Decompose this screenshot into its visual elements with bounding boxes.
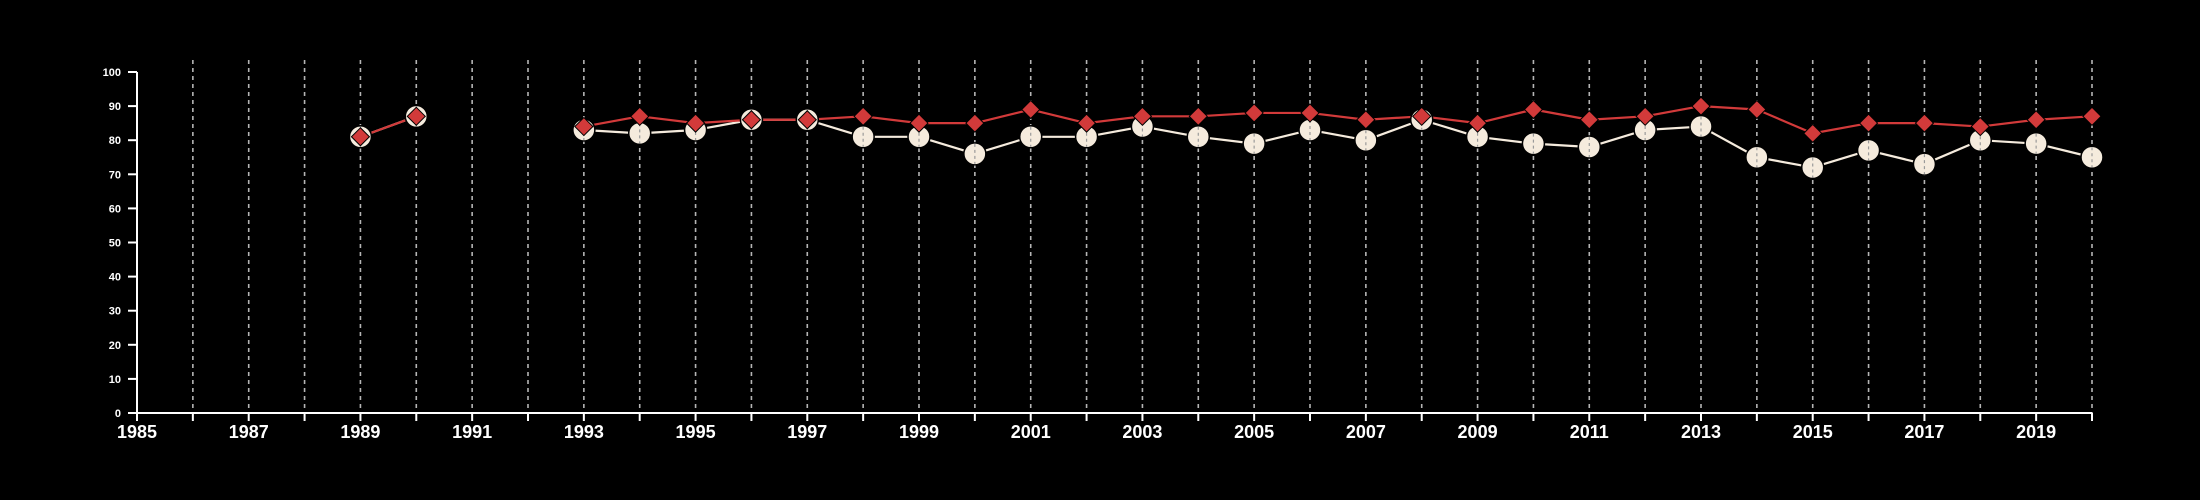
x-tick-label: 1999 bbox=[899, 422, 939, 442]
x-tick-label: 1991 bbox=[452, 422, 492, 442]
series-line bbox=[583, 118, 2093, 169]
data-point-diamond bbox=[630, 106, 650, 127]
data-point-circle bbox=[1521, 131, 1546, 156]
data-point-diamond bbox=[741, 110, 762, 130]
x-tick-label: 2011 bbox=[1570, 422, 1609, 442]
data-point-circle bbox=[1577, 135, 1602, 159]
y-tick-label: 90 bbox=[109, 101, 121, 113]
x-tick-label: 2017 bbox=[1904, 422, 1944, 442]
data-point-diamond bbox=[406, 106, 426, 127]
y-tick-label: 40 bbox=[109, 272, 121, 284]
data-point-diamond bbox=[1412, 106, 1432, 127]
x-tick-label: 1995 bbox=[676, 422, 716, 442]
data-point-circle bbox=[1856, 138, 1881, 163]
series-group bbox=[348, 96, 2104, 180]
data-point-diamond bbox=[685, 113, 706, 133]
data-point-diamond bbox=[2082, 106, 2102, 127]
y-tick-label: 60 bbox=[109, 203, 121, 215]
data-point-circle bbox=[963, 142, 987, 166]
x-tick-label: 2003 bbox=[1122, 422, 1162, 442]
x-tick-label: 2009 bbox=[1458, 422, 1498, 442]
x-tick-label: 1997 bbox=[787, 422, 827, 442]
data-point-diamond bbox=[1579, 110, 1599, 130]
x-tick-label: 1987 bbox=[229, 422, 269, 442]
y-tick-label: 0 bbox=[115, 408, 121, 420]
series-markers-diamond bbox=[350, 96, 2102, 147]
y-tick-label: 70 bbox=[109, 169, 121, 181]
data-point-diamond bbox=[1803, 123, 1823, 144]
data-point-diamond bbox=[574, 116, 594, 137]
series-line-circle bbox=[360, 115, 2093, 169]
data-point-diamond bbox=[1467, 113, 1488, 133]
y-tick-label: 30 bbox=[109, 306, 121, 318]
data-point-circle bbox=[2080, 145, 2104, 169]
y-tick-label: 50 bbox=[109, 238, 121, 250]
data-point-circle bbox=[2024, 131, 2048, 156]
axes: 0 10 20 30 40 50 60 70 80 90 100 1985 1987 1989 1991 19… bbox=[103, 67, 2093, 442]
y-tick-label: 10 bbox=[109, 374, 121, 386]
series-markers-circle bbox=[348, 104, 2104, 180]
data-point-diamond bbox=[350, 127, 371, 147]
data-point-diamond bbox=[1244, 103, 1264, 123]
data-point-diamond bbox=[965, 113, 985, 133]
data-point-circle bbox=[1745, 145, 1769, 169]
y-tick-label: 80 bbox=[109, 135, 121, 147]
data-point-diamond bbox=[1188, 106, 1208, 127]
series-line bbox=[583, 105, 2093, 135]
x-tick-label: 2013 bbox=[1681, 422, 1721, 442]
data-point-diamond bbox=[1970, 116, 1990, 137]
data-point-diamond bbox=[1523, 99, 1544, 120]
data-point-circle bbox=[1018, 125, 1043, 149]
x-tick-label: 2007 bbox=[1346, 422, 1386, 442]
data-point-circle bbox=[1242, 131, 1266, 156]
data-point-diamond bbox=[1635, 106, 1655, 127]
data-point-diamond bbox=[1021, 99, 1041, 120]
data-point-diamond bbox=[797, 110, 817, 130]
data-point-diamond bbox=[909, 113, 929, 133]
data-point-diamond bbox=[2026, 110, 2046, 130]
y-tick-label: 100 bbox=[103, 67, 121, 79]
x-tick-label: 1985 bbox=[117, 422, 157, 442]
x-tick-label: 2015 bbox=[1793, 422, 1833, 442]
data-point-diamond bbox=[1691, 96, 1711, 116]
y-tick-label: 20 bbox=[109, 340, 121, 352]
data-point-diamond bbox=[1858, 113, 1879, 133]
data-point-diamond bbox=[853, 106, 873, 127]
data-point-diamond bbox=[1356, 110, 1376, 130]
data-point-circle bbox=[1800, 155, 1825, 180]
x-tick-label: 2005 bbox=[1234, 422, 1274, 442]
data-point-diamond bbox=[1747, 99, 1767, 120]
x-tick-label: 2001 bbox=[1011, 422, 1051, 442]
x-tick-label: 1993 bbox=[564, 422, 604, 442]
x-tick-label: 1989 bbox=[340, 422, 380, 442]
data-point-circle bbox=[1912, 152, 1937, 176]
data-point-diamond bbox=[1914, 113, 1935, 133]
data-point-diamond bbox=[1076, 113, 1097, 133]
data-point-diamond bbox=[1300, 103, 1320, 123]
x-tick-label: 2019 bbox=[2016, 422, 2056, 442]
data-point-diamond bbox=[1132, 106, 1153, 127]
